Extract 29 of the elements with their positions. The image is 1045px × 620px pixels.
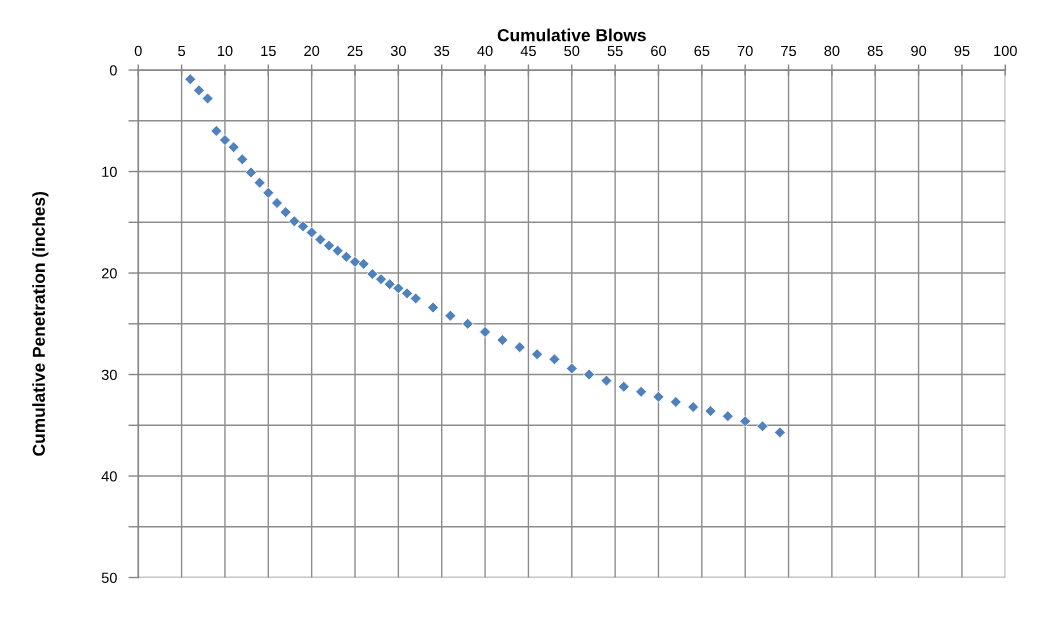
x-tick-label: 75 — [781, 45, 797, 57]
y-tick-label: 10 — [102, 166, 117, 177]
x-tick-label: 80 — [824, 45, 840, 57]
x-tick-label: 20 — [304, 45, 320, 57]
y-tick-label: 50 — [101, 572, 117, 583]
y-tick-label: 0 — [109, 65, 117, 76]
x-tick-label: 30 — [390, 45, 406, 57]
y-tick-label: 30 — [101, 369, 117, 380]
x-tick-label: 70 — [737, 45, 753, 57]
x-tick-label: 25 — [347, 45, 363, 57]
x-tick-label: 90 — [911, 45, 927, 57]
x-tick-label: 40 — [477, 45, 493, 57]
x-tick-label: 45 — [520, 45, 536, 57]
y-axis-title: Cumulative Penetration (inches) — [32, 192, 49, 456]
x-tick-label: 85 — [867, 45, 883, 57]
x-tick-label: 95 — [954, 45, 970, 57]
x-tick-label: 10 — [217, 45, 233, 57]
x-tick-label: 65 — [694, 45, 710, 57]
y-tick-label: 20 — [101, 268, 117, 279]
x-tick-label: 55 — [607, 45, 623, 57]
x-tick-label: 35 — [434, 45, 450, 57]
x-axis-title: Cumulative Blows — [497, 28, 646, 42]
x-tick-label: 50 — [564, 45, 580, 57]
y-tick-label: 40 — [101, 471, 117, 482]
x-tick-label: 60 — [651, 45, 667, 57]
x-tick-label: 5 — [178, 45, 186, 57]
x-tick-label: 100 — [994, 45, 1017, 57]
x-tick-label: 15 — [261, 45, 276, 57]
x-tick-label: 0 — [134, 45, 142, 57]
